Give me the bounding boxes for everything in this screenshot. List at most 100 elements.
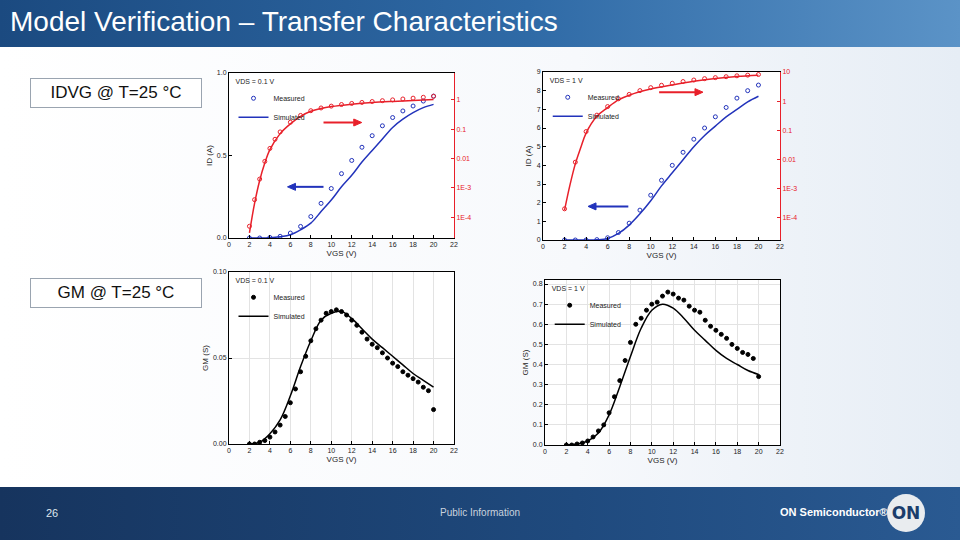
- svg-text:10: 10: [327, 241, 335, 248]
- svg-text:8: 8: [309, 447, 313, 454]
- svg-text:0.6: 0.6: [533, 321, 543, 328]
- svg-text:Measured: Measured: [590, 302, 621, 309]
- svg-text:4: 4: [268, 241, 272, 248]
- svg-text:VGS (V): VGS (V): [648, 456, 678, 465]
- svg-text:0.2: 0.2: [533, 401, 543, 408]
- svg-text:Simulated: Simulated: [274, 313, 305, 320]
- svg-text:0.01: 0.01: [456, 155, 470, 162]
- svg-text:0: 0: [227, 241, 231, 248]
- svg-text:16: 16: [711, 243, 719, 250]
- svg-text:0: 0: [227, 447, 231, 454]
- svg-text:0: 0: [543, 448, 547, 455]
- svg-text:1: 1: [456, 96, 460, 103]
- svg-text:VDS = 0.1 V: VDS = 0.1 V: [236, 277, 275, 284]
- svg-text:18: 18: [409, 447, 417, 454]
- svg-text:GM (S): GM (S): [201, 345, 210, 371]
- svg-text:1: 1: [537, 218, 541, 225]
- svg-text:18: 18: [733, 448, 741, 455]
- svg-text:12: 12: [348, 447, 356, 454]
- svg-text:22: 22: [776, 448, 784, 455]
- svg-text:20: 20: [430, 241, 438, 248]
- svg-text:6: 6: [537, 124, 541, 131]
- svg-text:18: 18: [409, 241, 417, 248]
- svg-text:10: 10: [327, 447, 335, 454]
- svg-text:3: 3: [537, 180, 541, 187]
- svg-text:0.01: 0.01: [782, 156, 796, 163]
- svg-text:22: 22: [776, 243, 784, 250]
- svg-text:VGS (V): VGS (V): [327, 455, 357, 464]
- svg-text:VGS (V): VGS (V): [647, 251, 677, 260]
- svg-text:0: 0: [541, 243, 545, 250]
- svg-text:0.0: 0.0: [533, 441, 543, 448]
- svg-text:1: 1: [782, 98, 786, 105]
- svg-text:4: 4: [537, 162, 541, 169]
- svg-text:1E-3: 1E-3: [782, 185, 797, 192]
- svg-text:0.8: 0.8: [533, 280, 543, 287]
- svg-text:Measured: Measured: [588, 94, 619, 101]
- svg-text:16: 16: [389, 241, 397, 248]
- svg-text:VGS (V): VGS (V): [327, 249, 357, 258]
- svg-text:14: 14: [690, 243, 698, 250]
- svg-text:0.05: 0.05: [213, 354, 227, 361]
- svg-text:VDS = 1 V: VDS = 1 V: [552, 285, 585, 292]
- svg-text:22: 22: [450, 447, 458, 454]
- svg-text:4: 4: [586, 448, 590, 455]
- svg-text:1E-4: 1E-4: [456, 214, 471, 221]
- svg-text:6: 6: [288, 241, 292, 248]
- svg-text:0: 0: [537, 236, 541, 243]
- svg-text:Measured: Measured: [274, 95, 305, 102]
- svg-text:Simulated: Simulated: [588, 113, 619, 120]
- svg-text:Simulated: Simulated: [274, 114, 305, 121]
- svg-text:5: 5: [537, 143, 541, 150]
- svg-text:12: 12: [669, 448, 677, 455]
- svg-text:14: 14: [368, 447, 376, 454]
- svg-text:ID (A): ID (A): [524, 145, 533, 166]
- svg-text:ID (A): ID (A): [205, 145, 214, 166]
- svg-text:20: 20: [755, 448, 763, 455]
- svg-text:0.5: 0.5: [533, 341, 543, 348]
- svg-text:16: 16: [389, 447, 397, 454]
- svg-text:6: 6: [288, 447, 292, 454]
- svg-text:Measured: Measured: [274, 294, 305, 301]
- svg-text:0.1: 0.1: [456, 126, 466, 133]
- svg-text:12: 12: [348, 241, 356, 248]
- svg-text:8: 8: [309, 241, 313, 248]
- svg-text:1.0: 1.0: [217, 69, 227, 76]
- svg-text:12: 12: [668, 243, 676, 250]
- svg-text:8: 8: [628, 448, 632, 455]
- svg-text:2: 2: [247, 241, 251, 248]
- svg-text:1E-3: 1E-3: [456, 184, 471, 191]
- svg-text:10: 10: [782, 68, 790, 75]
- svg-text:4: 4: [584, 243, 588, 250]
- svg-text:8: 8: [537, 87, 541, 94]
- svg-text:0.5: 0.5: [217, 152, 227, 159]
- svg-text:6: 6: [607, 448, 611, 455]
- svg-text:2: 2: [564, 448, 568, 455]
- svg-text:0.10: 0.10: [213, 268, 227, 275]
- svg-text:7: 7: [537, 106, 541, 113]
- svg-text:10: 10: [647, 243, 655, 250]
- svg-text:16: 16: [712, 448, 720, 455]
- svg-text:0.1: 0.1: [782, 127, 792, 134]
- svg-text:GM (S): GM (S): [521, 349, 530, 375]
- svg-text:0.7: 0.7: [533, 301, 543, 308]
- svg-text:18: 18: [733, 243, 741, 250]
- svg-text:2: 2: [537, 199, 541, 206]
- svg-text:14: 14: [691, 448, 699, 455]
- svg-text:1E-4: 1E-4: [782, 214, 797, 221]
- svg-text:0.1: 0.1: [533, 421, 543, 428]
- svg-text:2: 2: [247, 447, 251, 454]
- svg-text:VDS = 0.1 V: VDS = 0.1 V: [236, 78, 275, 85]
- svg-text:20: 20: [430, 447, 438, 454]
- svg-text:14: 14: [368, 241, 376, 248]
- svg-text:0.0: 0.0: [217, 234, 227, 241]
- svg-text:2: 2: [563, 243, 567, 250]
- svg-text:4: 4: [268, 447, 272, 454]
- svg-text:6: 6: [606, 243, 610, 250]
- svg-text:8: 8: [627, 243, 631, 250]
- svg-text:VDS = 1 V: VDS = 1 V: [550, 77, 583, 84]
- svg-text:0.3: 0.3: [533, 381, 543, 388]
- svg-text:0.00: 0.00: [213, 440, 227, 447]
- svg-text:22: 22: [450, 241, 458, 248]
- svg-text:10: 10: [648, 448, 656, 455]
